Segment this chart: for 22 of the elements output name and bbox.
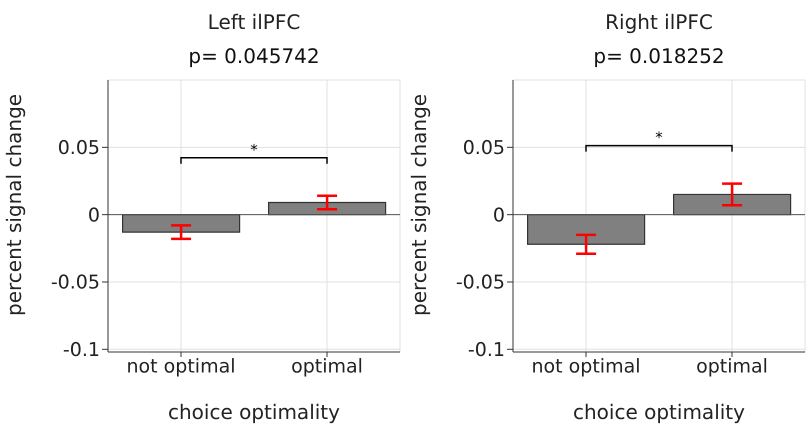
y-tick-label: 0 [492, 204, 505, 226]
x-axis-title: choice optimality [573, 400, 746, 424]
chart-subtitle: p= 0.018252 [592, 44, 726, 68]
y-axis-title: percent signal change [2, 94, 26, 316]
x-tick-label: optimal [696, 355, 768, 378]
annotation: * [655, 128, 664, 147]
y-axis-title: percent signal change [407, 94, 432, 316]
y-tick-label: 0.05 [462, 137, 505, 160]
y-tick-label: -0.05 [50, 272, 100, 294]
x-tick-label: optimal [291, 355, 363, 378]
chart-subtitle: p= 0.045742 [187, 44, 321, 68]
y-tick-label: -0.1 [62, 339, 100, 362]
y-tick-label: -0.1 [468, 339, 505, 362]
y-tick-label: -0.05 [456, 272, 505, 294]
y-tick-label: 0 [88, 204, 100, 226]
x-tick-label: not optimal [532, 355, 640, 378]
x-tick-label: not optimal [126, 355, 236, 378]
chart-title: Left ilPFC [206, 10, 302, 34]
annotation: * [250, 140, 258, 159]
x-axis-title: choice optimality [168, 400, 340, 424]
y-tick-label: 0.05 [58, 137, 100, 160]
chart-title: Right ilPFC [604, 10, 714, 34]
